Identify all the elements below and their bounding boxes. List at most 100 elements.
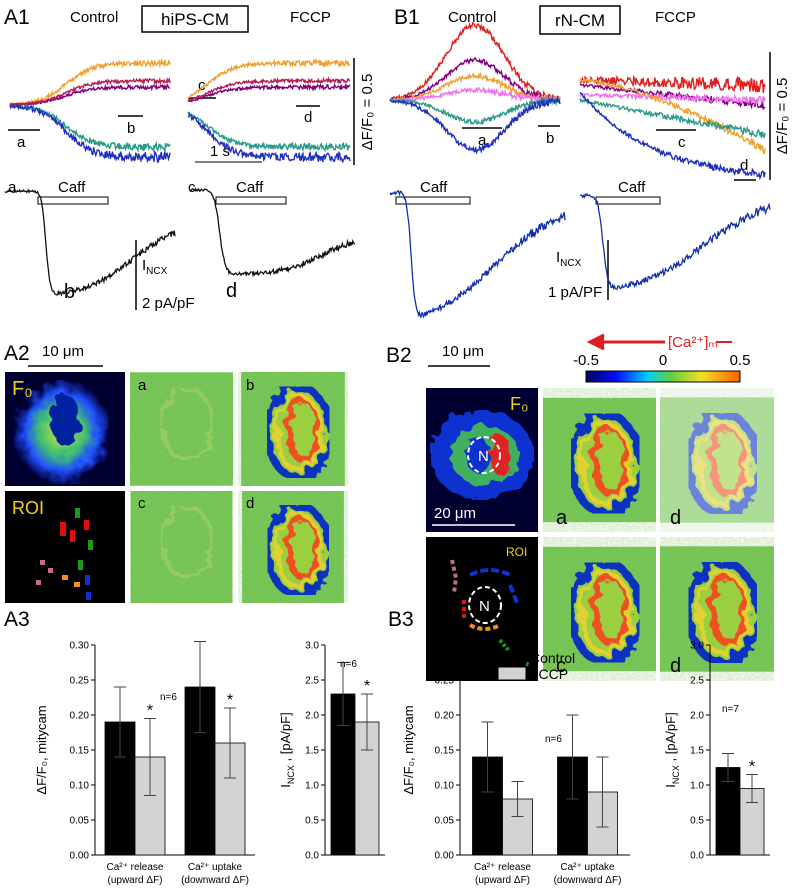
caff-bar (37, 196, 109, 205)
y-tick-label: 1.0 (305, 781, 319, 792)
current-label: INCX (556, 249, 582, 269)
y-tick-label: 0.25 (435, 676, 455, 687)
current-label: INCX (142, 257, 168, 277)
error-bar (361, 693, 373, 751)
trace (389, 21, 561, 103)
trace (579, 83, 766, 111)
y-tick-label: 2.0 (305, 711, 319, 722)
y-axis-label: INCX , [pA/pF] (278, 712, 296, 787)
trace (579, 77, 766, 156)
image-label: c (138, 495, 146, 512)
y-tick-label: 2.0 (690, 711, 704, 722)
significance-mark: * (147, 703, 153, 720)
image (242, 491, 344, 603)
y-tick-label: 0.5 (690, 816, 704, 827)
y-tick-label: 1.5 (305, 746, 319, 757)
cell-box (539, 5, 621, 35)
caff-bar (215, 196, 287, 205)
bar (134, 756, 166, 856)
fluor-scale-label: ΔF/F₀ = 0.5 (359, 74, 376, 151)
image-label: F₀ (510, 394, 528, 414)
trace (580, 92, 766, 106)
x-tick-note: (downward ΔF) (181, 875, 249, 886)
image (660, 397, 774, 522)
image (241, 372, 345, 486)
error-bar (337, 662, 349, 726)
caff-label: Caff (618, 179, 646, 196)
significance-mark: * (749, 759, 755, 776)
y-axis-label-sub: NCX (671, 765, 681, 784)
y-axis-label-main: ΔF/F₀, mitycam (34, 705, 49, 794)
y-tick-label: 0.30 (70, 641, 90, 652)
error-bar (596, 756, 609, 828)
nucleus-outline (467, 436, 501, 474)
trace (579, 97, 766, 139)
image-label: ROI (12, 498, 44, 518)
panel-label: B1 (394, 6, 420, 29)
trace (187, 57, 351, 99)
panel-label: A3 (4, 608, 30, 631)
period-label: a (478, 132, 487, 149)
cell-label: hiPS-CM (161, 10, 229, 29)
legend-label: FCCP (530, 666, 568, 682)
period-label: a (17, 134, 26, 151)
panel-label: A1 (4, 6, 30, 29)
scale-label: 10 μm (442, 343, 484, 360)
period-label: c (198, 77, 206, 94)
y-tick-label: 0.05 (70, 816, 90, 827)
y-tick-label: 0.10 (435, 781, 455, 792)
fluor-scale-label: ΔF/F₀ = 0.5 (774, 78, 791, 155)
bar (715, 767, 741, 856)
bar (472, 756, 503, 856)
period-label: d (226, 280, 237, 302)
legend-swatch (497, 666, 527, 681)
x-tick-label: Ca²⁺ release (474, 862, 531, 873)
y-axis-label-rest: , [pA/pF] (663, 712, 678, 765)
x-tick-label: Ca²⁺ release (107, 862, 164, 873)
condition-label: FCCP (655, 9, 696, 26)
period-label: c (188, 179, 196, 196)
trace (188, 112, 351, 163)
trace (9, 58, 171, 107)
caff-label: Caff (236, 179, 264, 196)
sample-size: n=6 (160, 692, 177, 703)
x-tick-note: (upward ΔF) (475, 875, 530, 886)
sample-size: n=7 (722, 704, 739, 715)
current-subscript: NCX (146, 266, 167, 277)
y-axis-label-main: I (278, 784, 293, 788)
trace (389, 95, 561, 126)
image-label: ROI (506, 545, 527, 559)
image (660, 546, 774, 671)
colorbar-title: [Ca²⁺]ₘ (668, 334, 718, 351)
condition-label: Control (448, 9, 496, 26)
y-tick-label: 3.0 (690, 641, 704, 652)
significance-mark: * (227, 692, 233, 709)
caff-label: Caff (58, 179, 86, 196)
roi-marks (36, 508, 93, 600)
error-bar (511, 781, 524, 817)
period-label: b (546, 130, 554, 147)
error-bar (566, 714, 579, 800)
y-tick-label: 0.5 (305, 816, 319, 827)
period-label: d (304, 109, 312, 126)
x-tick-note: (upward ΔF) (107, 875, 162, 886)
trace (187, 76, 351, 101)
image-f0-cell (430, 410, 534, 500)
y-axis-label-rest: , [pA/pF] (278, 712, 293, 765)
period-label: d (740, 157, 748, 174)
trace (389, 86, 561, 105)
panel-label: B3 (388, 608, 414, 631)
y-tick-label: 0.20 (435, 711, 455, 722)
caff-bar (395, 196, 471, 205)
sample-size: n=6 (545, 734, 562, 745)
y-tick-label: 0.0 (690, 851, 704, 862)
panel-label: B2 (386, 344, 412, 367)
trace (9, 76, 171, 107)
error-bar (722, 753, 734, 782)
cell-box (141, 5, 249, 33)
current-subscript: NCX (560, 258, 581, 269)
y-tick-label: 0.05 (435, 816, 455, 827)
inset-scale-label: 20 μm (434, 505, 476, 522)
error-bar (194, 641, 206, 733)
